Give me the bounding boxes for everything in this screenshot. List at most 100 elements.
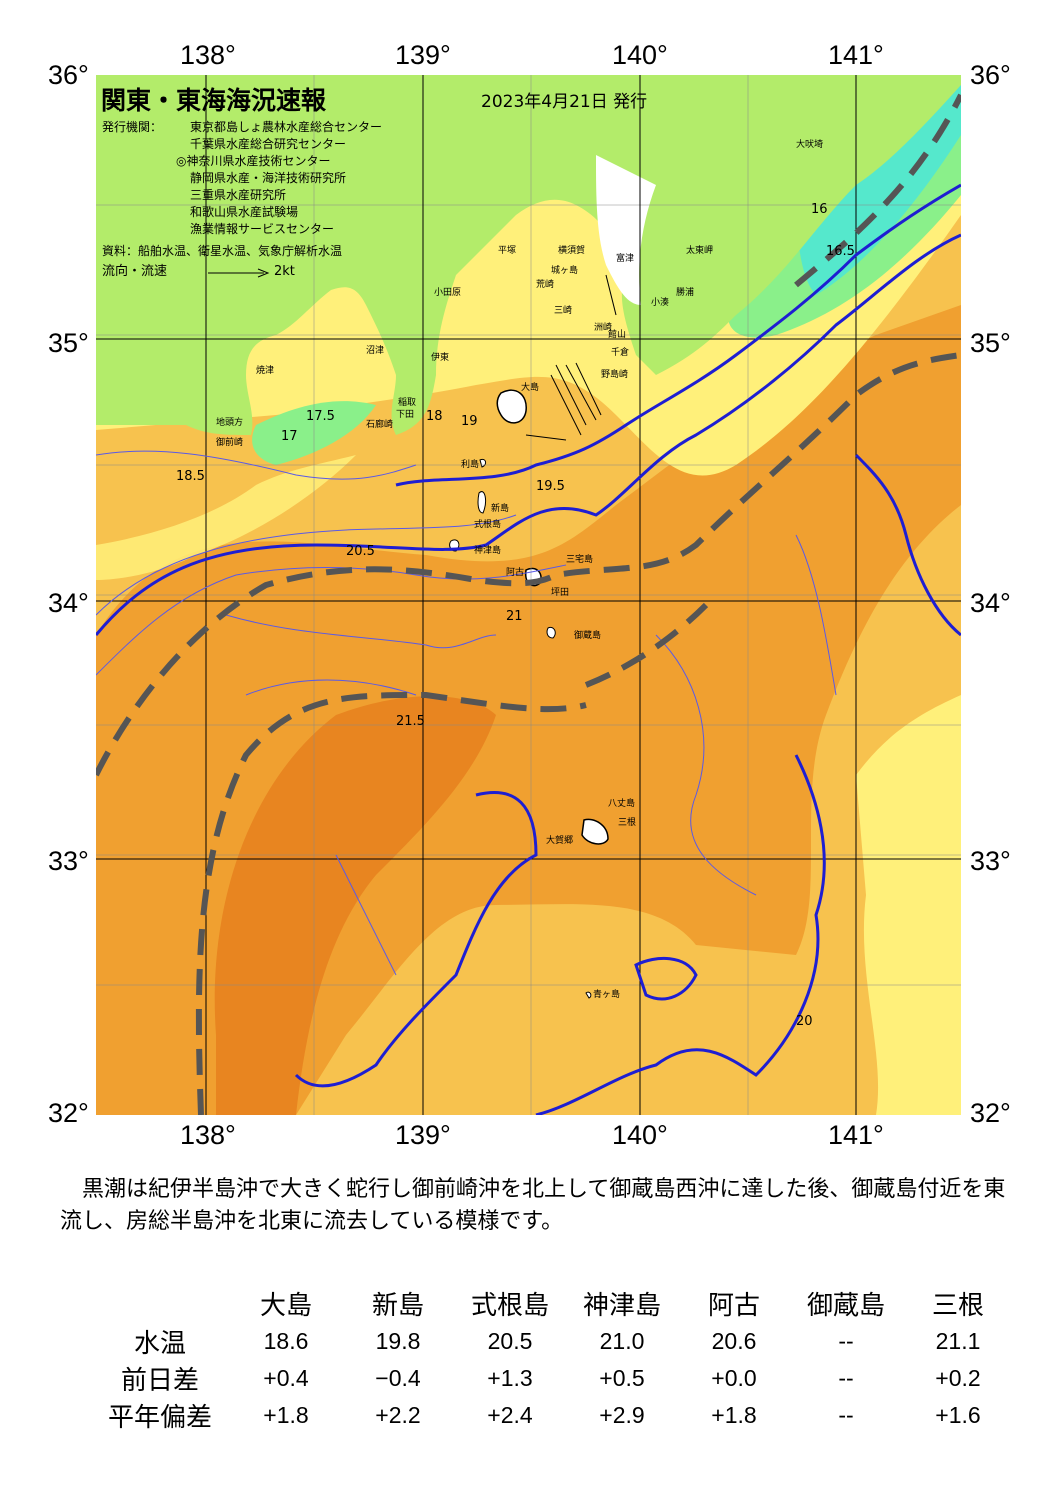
island-mikurajima [546, 626, 556, 639]
place-jogashima: 城ヶ島 [551, 264, 578, 276]
kuroshio-axis-west [195, 691, 587, 1116]
place-taitomisaki: 太東岬 [686, 244, 713, 256]
lon-label-bottom-138: 138° [180, 1120, 236, 1150]
table-row: 前日差 +0.4 −0.4 +1.3 +0.5 +0.0 -- +0.2 [90, 1360, 1014, 1397]
isotherm-labels: 16 16.5 17 17.5 18 18.5 19 19.5 20 20.5 … [176, 202, 855, 1029]
place-nojimazaki: 野島崎 [601, 368, 628, 380]
place-niijima: 新島 [491, 502, 509, 514]
place-mikurajima: 御蔵島 [574, 629, 601, 641]
sea-hottest-zone [214, 696, 497, 1115]
isotherms-minor [95, 450, 837, 976]
land-honshu [96, 75, 961, 435]
place-shikinejima: 式根島 [474, 518, 501, 530]
isotherm-label-16: 16 [811, 202, 828, 217]
isotherm-20-mid [294, 791, 538, 1088]
lat-label-right-34: 34° [970, 588, 1011, 618]
island-oshima [496, 389, 527, 424]
map-svg: 16 16.5 17 17.5 18 18.5 19 19.5 20 20.5 … [93, 75, 964, 1117]
cell: +1.3 [487, 1365, 533, 1391]
place-futtsu: 富津 [616, 252, 634, 264]
place-kominato: 小湊 [651, 296, 669, 308]
cell: +0.5 [599, 1365, 645, 1391]
place-irozaki: 石廊崎 [366, 418, 393, 430]
cell: +2.4 [487, 1402, 533, 1428]
place-numazu: 沼津 [366, 345, 384, 356]
lon-label-bottom-141: 141° [828, 1120, 884, 1150]
header-oshima: 大島 [259, 1289, 312, 1320]
kuroshio-axis-loop [584, 602, 709, 688]
lon-label-top-138: 138° [180, 40, 236, 70]
header-niijima: 新島 [371, 1289, 424, 1320]
situation-note: 黒潮は紀伊半島沖で大きく蛇行し御前崎沖を北上して御蔵島西沖に達した後、御蔵島付近… [60, 1177, 1006, 1234]
lat-label-left-34: 34° [48, 588, 89, 618]
isotherm-label-16-5: 16.5 [826, 244, 855, 259]
header-shikinejima: 式根島 [470, 1289, 549, 1320]
lon-label-top-140: 140° [612, 40, 668, 70]
lon-label-top-141: 141° [828, 40, 884, 70]
place-inatori: 稲取 [398, 396, 416, 408]
place-odawara: 小田原 [434, 287, 461, 298]
issuers-list: 東京都島しょ農林水産総合センター 千葉県水産総合研究センター ◎神奈川県水産技術… [176, 119, 383, 238]
place-oshima: 大島 [521, 381, 539, 393]
place-ako: 阿古 [506, 566, 524, 578]
land-gap-bay [596, 155, 656, 305]
lon-label-bottom-140: 140° [612, 1120, 668, 1150]
place-shimoda: 下田 [396, 409, 414, 420]
cell: 20.5 [487, 1328, 533, 1354]
isotherms-major [94, 183, 962, 1117]
cell: 21.1 [935, 1328, 981, 1354]
cell: +1.6 [935, 1402, 981, 1428]
kuroshio-axis-main [93, 352, 962, 777]
place-names: 大吠埼 太東岬 勝浦 小湊 富津 横須賀 城ヶ島 荒崎 三崎 館山 千倉 野島崎… [216, 138, 823, 1000]
flow-arrow-icon [208, 268, 270, 278]
lat-label-left-33: 33° [48, 846, 89, 876]
data-sources: 資料：船舶水温、衛星水温、気象庁解析水温 [102, 244, 343, 258]
isotherm-label-17: 17 [281, 429, 298, 444]
cell: +0.4 [263, 1365, 309, 1391]
place-katsuura: 勝浦 [676, 286, 694, 298]
cell: -- [838, 1365, 854, 1391]
kuroshio-axis [93, 93, 964, 1116]
isotherm-label-18: 18 [426, 409, 443, 424]
table-header-row: 大島 新島 式根島 神津島 阿古 御蔵島 三根 [90, 1283, 1014, 1323]
issuer-2: ◎神奈川県水産技術センター [176, 154, 331, 168]
isotherm-label-19-5: 19.5 [536, 479, 565, 494]
lat-label-left-35: 35° [48, 328, 89, 358]
lat-label-right-36: 36° [970, 60, 1011, 90]
place-sunosaki: 洲崎 [594, 321, 612, 333]
lon-label-bottom-139: 139° [395, 1120, 451, 1150]
cell: -- [838, 1328, 854, 1354]
row-label-daily-diff: 前日差 [120, 1365, 199, 1395]
cell: +0.0 [711, 1365, 757, 1391]
issuer-4: 三重県水産研究所 [190, 188, 287, 202]
header-kozushima: 神津島 [582, 1289, 661, 1320]
island-aogashima [585, 991, 592, 999]
lat-label-right-32: 32° [970, 1098, 1011, 1128]
lat-label-left-32: 32° [48, 1098, 89, 1128]
flow-legend-label: 流向・流速 [102, 264, 168, 279]
place-hiratsuka: 平塚 [498, 245, 516, 256]
place-kozushima: 神津島 [474, 544, 501, 556]
place-omaezaki: 御前崎 [216, 436, 243, 448]
cell: +2.9 [599, 1402, 645, 1428]
cell: +1.8 [711, 1402, 757, 1428]
map-title: 関東・東海海況速報 [101, 86, 327, 115]
header-mikurajima: 御蔵島 [806, 1289, 885, 1320]
isotherm-20-south [535, 754, 826, 1117]
table-row: 平年偏差 +1.8 +2.2 +2.4 +2.9 +1.8 -- +1.6 [90, 1397, 1014, 1434]
cell: +0.2 [935, 1365, 981, 1391]
place-arasaki: 荒崎 [536, 278, 554, 290]
place-aogashima: 青ヶ島 [593, 988, 620, 1000]
place-hachijojima: 八丈島 [608, 797, 635, 809]
cell: -- [838, 1402, 854, 1428]
issuer-0: 東京都島しょ農林水産総合センター [190, 120, 383, 134]
row-label-anomaly: 平年偏差 [107, 1402, 212, 1432]
place-yokosuka: 横須賀 [558, 244, 585, 256]
place-chikura: 千倉 [611, 346, 629, 358]
island-temperature-table: 大島 新島 式根島 神津島 阿古 御蔵島 三根 水温 18.6 19.8 20.… [90, 1283, 1014, 1434]
lon-label-top-139: 139° [395, 40, 451, 70]
issuer-3: 静岡県水産・海洋技術研究所 [190, 171, 347, 185]
island-hachijojima [581, 818, 609, 845]
isotherm-20-loop [634, 956, 698, 1001]
isotherm-label-18-5: 18.5 [176, 469, 205, 484]
